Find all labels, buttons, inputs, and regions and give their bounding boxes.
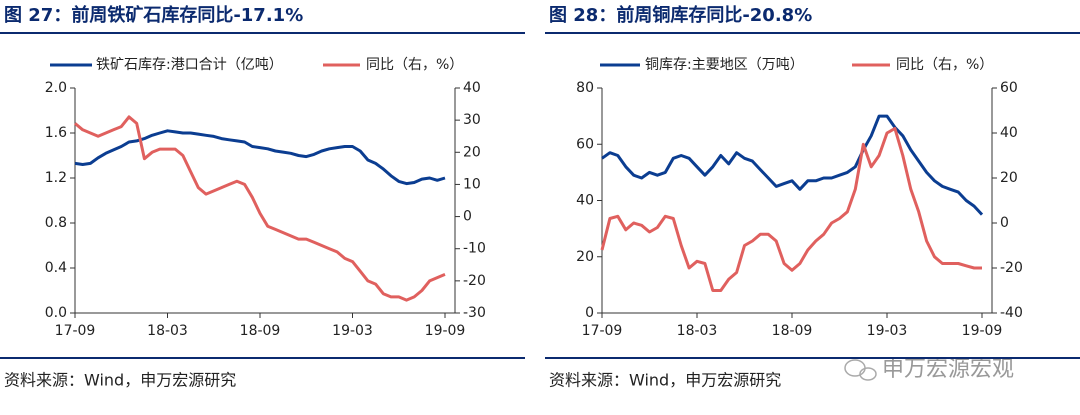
y2-tick-label: -20	[1000, 260, 1023, 276]
y2-tick-label: 40	[1000, 125, 1018, 141]
legend-label: 铜库存:主要地区（万吨）	[645, 57, 804, 73]
y2-tick-label: -20	[463, 273, 486, 289]
series-line	[74, 129, 446, 186]
x-tick-label: 18-03	[677, 323, 718, 339]
y2-tick-label: 0	[1000, 215, 1009, 231]
y2-tick-label: 10	[463, 176, 481, 192]
y-tick-label: 0.4	[45, 260, 67, 276]
series-line	[74, 115, 446, 302]
watermark-icon	[844, 359, 877, 381]
y2-tick-label: 20	[463, 144, 481, 160]
legend-label: 同比（右，%）	[366, 57, 463, 73]
y2-tick-label: -40	[1000, 305, 1023, 321]
y2-tick-label: 40	[463, 80, 481, 96]
y-tick-label: 1.6	[45, 125, 67, 141]
y-tick-label: 20	[576, 249, 594, 265]
x-tick-label: 19-09	[425, 323, 466, 339]
y-tick-label: 1.2	[45, 170, 67, 186]
legend-label: 同比（右，%）	[896, 57, 993, 73]
chart-title: 图 27：前周铁矿石库存同比-17.1%	[4, 4, 303, 26]
x-tick-label: 18-09	[240, 323, 281, 339]
x-tick-label: 18-09	[772, 323, 813, 339]
y2-tick-label: 0	[463, 209, 472, 225]
chart-title: 图 28：前周铜库存同比-20.8%	[549, 4, 812, 26]
y-tick-label: 0.8	[45, 215, 67, 231]
x-tick-label: 19-03	[867, 323, 908, 339]
y-tick-label: 60	[576, 136, 594, 152]
y-tick-label: 0	[585, 305, 594, 321]
y2-tick-label: -30	[463, 305, 486, 321]
y-tick-label: 2.0	[45, 80, 67, 96]
x-tick-label: 17-09	[582, 323, 623, 339]
x-tick-label: 17-09	[55, 323, 96, 339]
y2-tick-label: 20	[1000, 170, 1018, 186]
y2-tick-label: -10	[463, 241, 486, 257]
series-line	[601, 114, 984, 216]
source: 资料来源：Wind，申万宏源研究	[4, 371, 236, 390]
y-tick-label: 40	[576, 193, 594, 209]
source: 资料来源：Wind，申万宏源研究	[549, 371, 781, 390]
series-line	[600, 127, 982, 292]
watermark: 申万宏源宏观	[882, 357, 1014, 382]
y2-tick-label: 60	[1000, 80, 1018, 96]
x-tick-label: 19-03	[332, 323, 373, 339]
y-tick-label: 80	[576, 80, 594, 96]
y-tick-label: 0.0	[45, 305, 67, 321]
legend-label: 铁矿石库存:港口合计（亿吨）	[96, 57, 283, 73]
x-tick-label: 18-03	[147, 323, 188, 339]
y2-tick-label: 30	[463, 112, 481, 128]
x-tick-label: 19-09	[962, 323, 1003, 339]
